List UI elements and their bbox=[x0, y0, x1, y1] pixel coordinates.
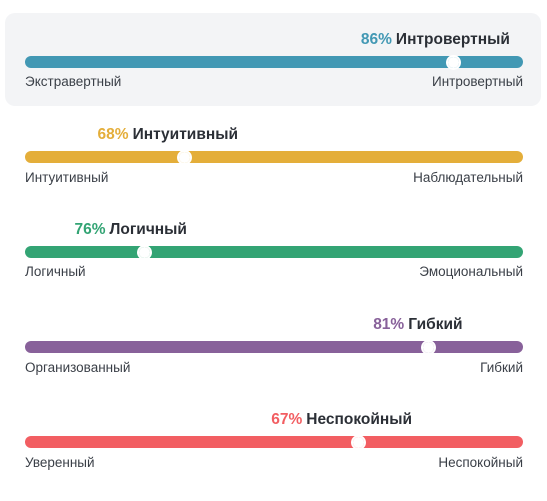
trait-bar bbox=[25, 339, 523, 355]
trait-bar bbox=[25, 54, 523, 70]
trait-percent: 67% bbox=[271, 411, 303, 428]
trait-name: Интуитивный bbox=[132, 126, 238, 143]
trait-row-energy[interactable]: 68% Интуитивный Интуитивный Наблюдательны… bbox=[5, 113, 541, 198]
trait-percent: 86% bbox=[360, 31, 392, 48]
trait-right-label: Наблюдательный bbox=[413, 170, 523, 185]
trait-heading: 81% Гибкий bbox=[373, 316, 462, 334]
trait-name: Неспокойный bbox=[306, 411, 413, 428]
trait-knob bbox=[445, 54, 461, 70]
trait-right-label: Интровертный bbox=[432, 74, 523, 89]
trait-left-label: Организованный bbox=[25, 360, 131, 375]
trait-knob bbox=[137, 244, 153, 260]
trait-knob bbox=[420, 339, 436, 355]
trait-heading: 76% Логичный bbox=[74, 221, 187, 239]
trait-right-label: Гибкий bbox=[480, 360, 523, 375]
trait-knob bbox=[351, 434, 367, 450]
trait-bar bbox=[25, 149, 523, 165]
trait-left-label: Экстравертный bbox=[25, 74, 122, 89]
trait-right-label: Неспокойный bbox=[438, 455, 523, 470]
trait-name: Гибкий bbox=[408, 316, 463, 333]
trait-left-label: Интуитивный bbox=[25, 170, 109, 185]
trait-heading: 68% Интуитивный bbox=[98, 126, 238, 144]
trait-percent: 76% bbox=[74, 221, 106, 238]
trait-row-tactics[interactable]: 81% Гибкий Организованный Гибкий bbox=[5, 303, 541, 388]
trait-heading: 86% Интровертный bbox=[361, 31, 510, 49]
trait-left-label: Логичный bbox=[25, 264, 86, 279]
trait-knob bbox=[176, 149, 192, 165]
trait-row-nature[interactable]: 76% Логичный Логичный Эмоциональный bbox=[5, 208, 541, 293]
trait-bar bbox=[25, 434, 523, 450]
trait-name: Интровертный bbox=[395, 31, 510, 48]
trait-bar bbox=[25, 244, 523, 260]
trait-name: Логичный bbox=[109, 221, 187, 238]
trait-left-label: Уверенный bbox=[25, 455, 95, 470]
trait-heading: 67% Неспокойный bbox=[271, 411, 412, 429]
trait-row-mind[interactable]: 86% Интровертный Экстравертный Интровертн… bbox=[5, 13, 541, 106]
trait-percent: 68% bbox=[97, 126, 129, 143]
trait-right-label: Эмоциональный bbox=[419, 264, 523, 279]
trait-percent: 81% bbox=[373, 316, 405, 333]
trait-row-identity[interactable]: 67% Неспокойный Уверенный Неспокойный bbox=[5, 398, 541, 483]
